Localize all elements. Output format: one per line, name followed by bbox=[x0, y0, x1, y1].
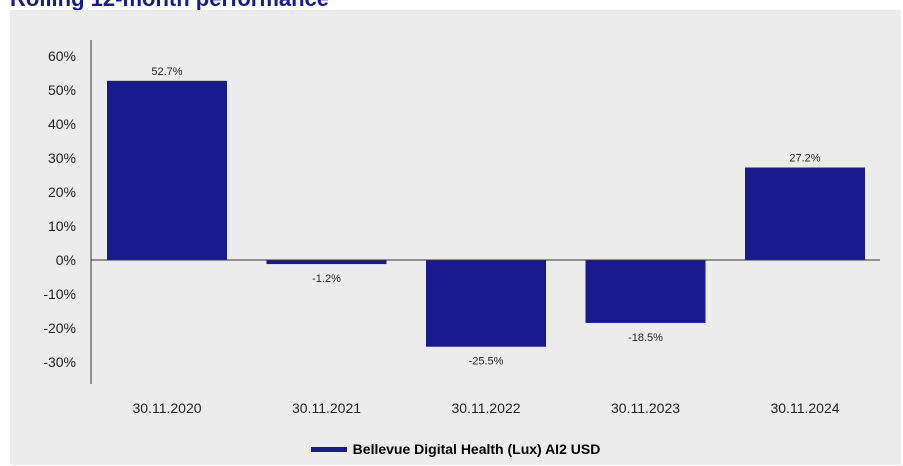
y-tick-label: -20% bbox=[43, 320, 76, 336]
data-label: -25.5% bbox=[469, 356, 504, 368]
y-axis-ticks: 60% 50% 40% 30% 20% 10% 0% -10% -20% -30% bbox=[43, 48, 76, 370]
x-category-label: 30.11.2020 bbox=[132, 400, 201, 416]
x-category-label: 30.11.2024 bbox=[770, 400, 839, 416]
x-category-label: 30.11.2021 bbox=[292, 400, 361, 416]
data-label: 27.2% bbox=[789, 153, 820, 165]
y-tick-label: -30% bbox=[43, 354, 76, 370]
data-labels: 52.7% -1.2% -25.5% -18.5% 27.2% bbox=[151, 66, 820, 368]
bar bbox=[585, 260, 706, 323]
legend: Bellevue Digital Health (Lux) AI2 USD bbox=[10, 441, 901, 457]
x-category-label: 30.11.2022 bbox=[451, 400, 520, 416]
y-tick-label: 30% bbox=[48, 150, 76, 166]
data-label: -1.2% bbox=[312, 273, 341, 285]
x-category-label: 30.11.2023 bbox=[611, 400, 680, 416]
page-title: Rolling 12-month performance bbox=[10, 0, 329, 12]
bars bbox=[107, 80, 865, 347]
legend-swatch bbox=[310, 446, 347, 452]
data-label: -18.5% bbox=[628, 332, 663, 344]
y-tick-label: -10% bbox=[43, 286, 76, 302]
y-tick-label: 20% bbox=[48, 184, 76, 200]
legend-label: Bellevue Digital Health (Lux) AI2 USD bbox=[352, 441, 601, 457]
y-tick-label: 0% bbox=[56, 252, 76, 268]
y-tick-label: 60% bbox=[48, 48, 76, 64]
bar bbox=[266, 260, 387, 265]
bar-chart: 60% 50% 40% 30% 20% 10% 0% -10% -20% -30% 52.7% -1… bbox=[43, 40, 880, 416]
bar bbox=[745, 167, 865, 260]
y-tick-label: 10% bbox=[48, 218, 76, 234]
y-tick-label: 40% bbox=[48, 116, 76, 132]
chart-panel: 60% 50% 40% 30% 20% 10% 0% -10% -20% -30% 52.7% -1… bbox=[10, 10, 901, 465]
x-axis-categories: 30.11.2020 30.11.2021 30.11.2022 30.11.2023… bbox=[132, 400, 839, 416]
y-tick-label: 50% bbox=[48, 82, 76, 98]
data-label: 52.7% bbox=[151, 66, 182, 78]
axes bbox=[90, 40, 880, 384]
bar bbox=[107, 80, 227, 260]
bar bbox=[426, 260, 546, 347]
